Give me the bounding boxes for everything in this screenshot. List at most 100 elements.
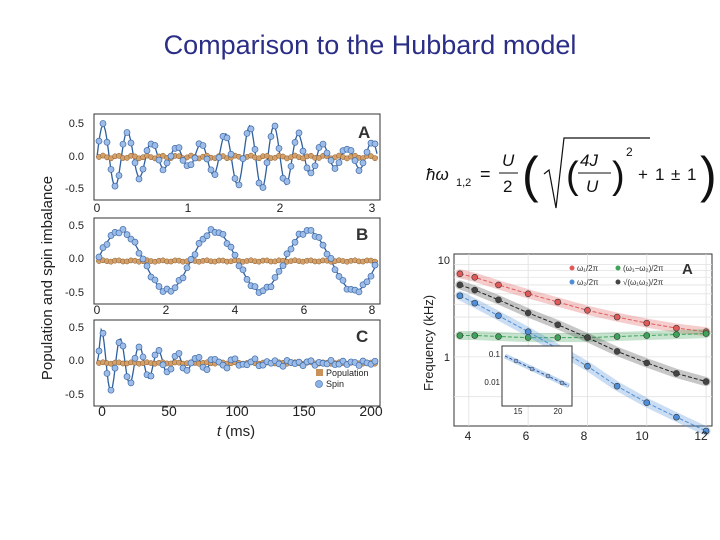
formula-big-paren-right: ) xyxy=(700,147,717,203)
spin-point xyxy=(335,159,343,166)
spin-point xyxy=(283,178,291,185)
spin-point xyxy=(267,283,275,291)
spin-point xyxy=(155,283,163,290)
spin-point xyxy=(283,250,291,258)
spin-point xyxy=(355,167,363,174)
inset-point-3 xyxy=(545,373,551,379)
spin-point xyxy=(299,362,307,369)
series-point xyxy=(613,313,621,321)
formula-lhs-sub: 1,2 xyxy=(456,177,471,189)
panel-a-ytick-0: 0.5 xyxy=(69,118,84,130)
series-line xyxy=(459,333,707,339)
right-xtick-0: 4 xyxy=(465,429,472,443)
panel-b-ytick-1: 0.0 xyxy=(69,253,84,265)
spin-point xyxy=(167,152,175,160)
spin-point xyxy=(123,129,131,136)
spin-point xyxy=(331,266,339,274)
spin-point xyxy=(299,231,307,238)
right-yticks: 10 1 xyxy=(438,255,450,364)
legend-omega2-label: ω₂/2π xyxy=(577,278,599,287)
spin-point xyxy=(139,165,147,173)
spin-point xyxy=(111,182,119,190)
spin-point xyxy=(107,386,115,394)
spin-point xyxy=(127,379,135,387)
formula-lhs: ħω xyxy=(426,165,449,184)
panel-c-xticks: 0 50 100 150 200 xyxy=(98,403,383,419)
spin-point xyxy=(275,267,283,275)
spin-point xyxy=(243,276,251,283)
series-point xyxy=(554,321,562,329)
right-plot xyxy=(455,269,711,436)
series-point xyxy=(702,378,710,385)
spin-point xyxy=(131,354,139,362)
spin-point xyxy=(223,134,231,142)
spin-point xyxy=(271,122,279,130)
formula-inner-paren-left: ( xyxy=(566,155,579,197)
spin-point xyxy=(195,354,203,361)
series-line xyxy=(459,273,707,333)
inset-frame xyxy=(501,345,573,407)
spin-point xyxy=(155,156,163,164)
panel-a-ytick-1: 0.0 xyxy=(69,151,84,163)
spin-point xyxy=(195,240,203,247)
series-point xyxy=(613,382,621,390)
spin-point xyxy=(335,273,343,280)
right-inset: 0.1 0.01 15 20 xyxy=(484,345,573,416)
right-ytick-10: 10 xyxy=(438,255,450,267)
slide-title: Comparison to the Hubbard model xyxy=(163,30,577,60)
spin-point xyxy=(187,359,195,367)
panel-b-ytick-2: -0.5 xyxy=(65,287,84,299)
spin-point xyxy=(371,357,379,365)
spin-point xyxy=(119,225,127,233)
spin-point xyxy=(203,366,211,374)
spin-point xyxy=(355,362,363,369)
spin-point xyxy=(151,142,159,149)
spin-point xyxy=(287,162,295,170)
formula-big-paren-left: ( xyxy=(522,147,539,203)
spin-point xyxy=(191,251,199,258)
formula-one-2: 1 xyxy=(687,165,696,184)
inset-point-1 xyxy=(513,358,519,364)
spin-point xyxy=(351,157,359,164)
spin-point xyxy=(231,175,239,182)
spin-point xyxy=(223,364,231,372)
right-ylabel: Frequency (kHz) xyxy=(421,295,436,391)
panel-b-xtick-3: 6 xyxy=(301,303,308,317)
left-ylabel: Population and spin imbalance xyxy=(39,176,56,380)
spin-point xyxy=(203,155,211,163)
spin-point xyxy=(127,139,135,147)
spin-point xyxy=(151,351,159,359)
spin-point xyxy=(311,162,319,170)
spin-point xyxy=(231,251,239,259)
right-xtick-2: 8 xyxy=(581,429,588,443)
right-xtick-3: 10 xyxy=(635,429,649,443)
spin-point xyxy=(319,241,327,249)
spin-point xyxy=(123,231,131,238)
spin-point xyxy=(199,142,207,149)
panel-b-xtick-0: 0 xyxy=(94,303,101,317)
panel-c-xtick-4: 200 xyxy=(359,403,383,419)
panel-a-xtick-1: 1 xyxy=(185,201,192,215)
series-point xyxy=(673,370,680,377)
formula-exp: 2 xyxy=(626,145,633,159)
population-point xyxy=(372,155,378,162)
spin-point xyxy=(179,274,187,282)
panel-c-xtick-2: 100 xyxy=(225,403,249,419)
left-xlabel-t: t xyxy=(217,423,222,440)
panel-c-xtick-1: 50 xyxy=(161,403,177,419)
series-point xyxy=(554,334,562,341)
spin-point xyxy=(307,169,315,177)
formula-plus: + xyxy=(638,165,648,184)
spin-point xyxy=(139,353,147,361)
spin-point xyxy=(99,120,107,127)
spin-point xyxy=(99,329,107,337)
series-point xyxy=(643,319,651,327)
series-point xyxy=(471,286,479,294)
panel-b-xticks: 0 2 4 6 8 xyxy=(94,303,376,317)
spin-point xyxy=(239,155,247,162)
spin-point xyxy=(243,130,251,137)
panel-b-xtick-1: 2 xyxy=(163,303,170,317)
series-point xyxy=(471,299,479,307)
panel-a-xtick-2: 2 xyxy=(277,201,284,215)
panel-b-xtick-2: 4 xyxy=(232,303,239,317)
